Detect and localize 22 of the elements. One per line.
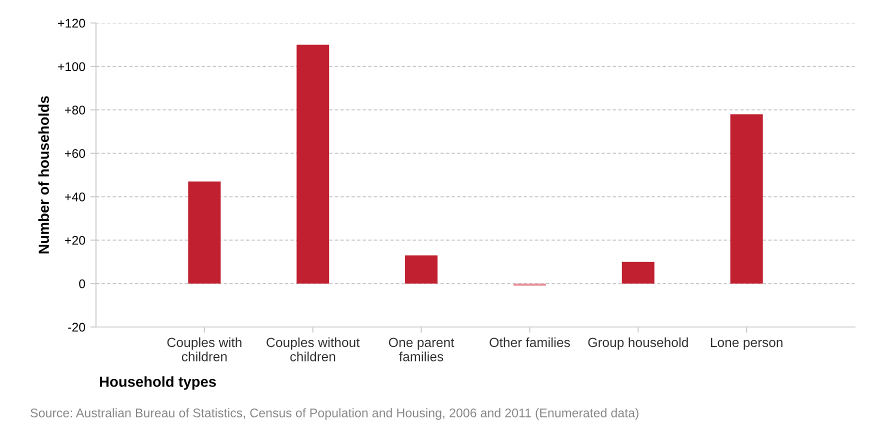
bar — [188, 182, 221, 284]
y-tick-label: +120 — [58, 18, 86, 28]
bar — [622, 262, 654, 284]
x-tick-label: Couples without children — [266, 337, 360, 362]
x-tick-label: One parent families — [388, 338, 454, 362]
y-axis-title: Number of households — [38, 96, 49, 254]
bar — [296, 44, 330, 284]
bar — [405, 255, 438, 284]
y-tick-label: 0 — [79, 279, 86, 288]
y-tick-label: +40 — [64, 192, 86, 202]
x-tick-label: Couples with children — [167, 337, 242, 362]
y-tick-label: +60 — [64, 149, 86, 158]
y-tick-label: +100 — [58, 62, 86, 72]
y-tick-label: -20 — [68, 322, 86, 332]
x-tick-label: Other families — [490, 337, 570, 348]
source-note: Source: Australian Bureau of Statistics, Census of Population and Housing, 2006 and 2011 (Enumerated data) — [30, 408, 638, 420]
x-axis-title: Household types — [100, 376, 216, 390]
x-tick-label: Lone person — [710, 338, 782, 350]
y-tick-label: +80 — [64, 106, 86, 115]
x-tick-label: Group household — [588, 337, 688, 350]
y-tick-label: +20 — [64, 236, 86, 245]
bar — [730, 114, 763, 284]
